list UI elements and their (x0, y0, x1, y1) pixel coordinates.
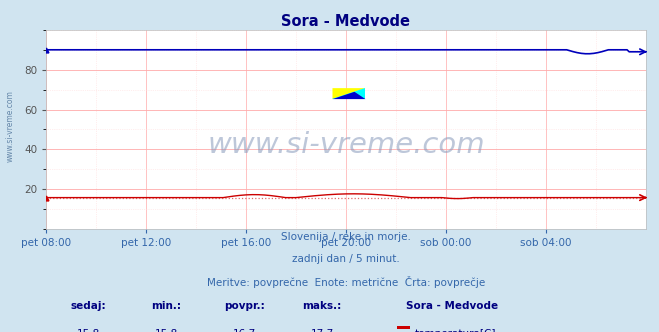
Polygon shape (333, 88, 366, 99)
Text: 16,7: 16,7 (233, 329, 256, 332)
Text: temperatura[C]: temperatura[C] (415, 329, 496, 332)
Text: Sora - Medvode: Sora - Medvode (406, 301, 498, 311)
Text: sedaj:: sedaj: (71, 301, 106, 311)
Text: povpr.:: povpr.: (223, 301, 264, 311)
Polygon shape (333, 88, 366, 99)
Text: zadnji dan / 5 minut.: zadnji dan / 5 minut. (292, 254, 400, 264)
Text: min.:: min.: (151, 301, 181, 311)
Text: Meritve: povprečne  Enote: metrične  Črta: povprečje: Meritve: povprečne Enote: metrične Črta:… (207, 276, 485, 288)
Text: Slovenija / reke in morje.: Slovenija / reke in morje. (281, 232, 411, 242)
Text: www.si-vreme.com: www.si-vreme.com (207, 131, 485, 159)
Polygon shape (333, 92, 366, 99)
Bar (397, 326, 410, 332)
Text: 15,8: 15,8 (76, 329, 100, 332)
Title: Sora - Medvode: Sora - Medvode (281, 14, 411, 29)
Text: www.si-vreme.com: www.si-vreme.com (5, 90, 14, 162)
Text: maks.:: maks.: (302, 301, 341, 311)
Text: 17,7: 17,7 (310, 329, 333, 332)
Text: 15,8: 15,8 (154, 329, 178, 332)
